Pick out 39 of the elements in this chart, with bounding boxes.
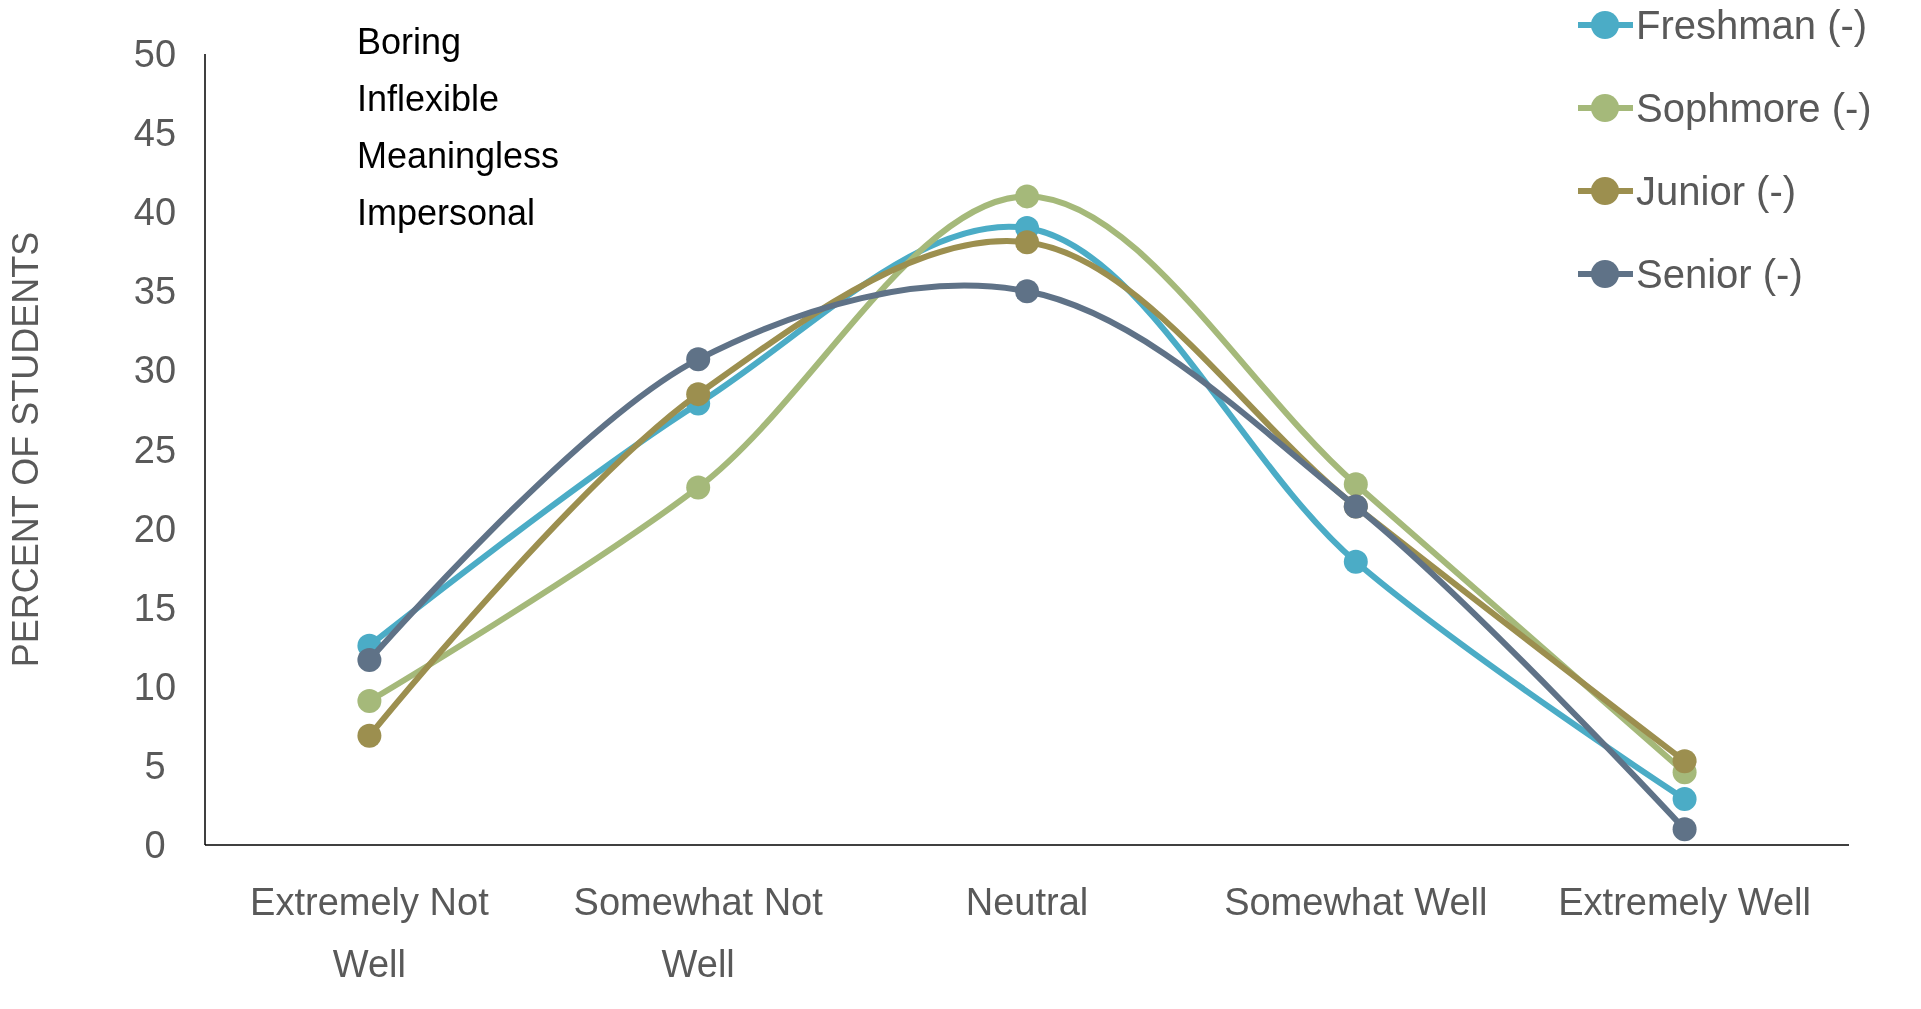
- point: [1343, 549, 1368, 574]
- y-tick-label: 0: [144, 824, 166, 866]
- point: [357, 689, 382, 714]
- point: [1015, 230, 1039, 255]
- y-axis-title: PERCENT OF STUDENTS: [5, 231, 46, 668]
- x-tick-label: Extremely Not Well: [250, 881, 490, 985]
- point: [686, 347, 711, 372]
- annotation: Boring: [357, 21, 462, 62]
- x-tick-label: Extremely Well: [1558, 881, 1811, 923]
- point: [1672, 817, 1697, 842]
- y-tick-label: 25: [133, 428, 177, 471]
- y-tick-label: 30: [133, 349, 177, 392]
- x-tick-label: Somewhat Well: [1224, 881, 1488, 923]
- y-tick-label: 40: [133, 191, 177, 234]
- point: [357, 647, 382, 672]
- point: [1343, 472, 1368, 497]
- y-tick-label: 45: [133, 112, 177, 155]
- point: [686, 475, 711, 500]
- y-tick-label: 15: [133, 586, 177, 629]
- point: [1015, 279, 1039, 304]
- annotation: Impersonal: [357, 192, 536, 233]
- point: [357, 723, 382, 748]
- point: [1672, 787, 1697, 812]
- y-tick-label: 5: [144, 744, 166, 787]
- y-tick-label: 50: [133, 33, 177, 75]
- y-tick-label: 10: [133, 665, 177, 708]
- annotation: Meaningless: [357, 135, 560, 176]
- x-tick-label: Somewhat Not Well: [573, 881, 824, 985]
- y-tick-label: 20: [133, 507, 177, 550]
- legend-label: Senior (-): [1636, 252, 1803, 296]
- point: [686, 382, 711, 407]
- legend-label: Sophmore (-): [1636, 86, 1872, 130]
- point: [1015, 184, 1039, 209]
- x-tick-label: Neutral: [965, 881, 1089, 923]
- point: [1672, 749, 1697, 774]
- legend-label: Freshman (-): [1636, 3, 1868, 47]
- annotation: Inflexible: [357, 78, 500, 119]
- legend-label: Junior (-): [1636, 169, 1797, 213]
- y-tick-label: 35: [133, 270, 177, 313]
